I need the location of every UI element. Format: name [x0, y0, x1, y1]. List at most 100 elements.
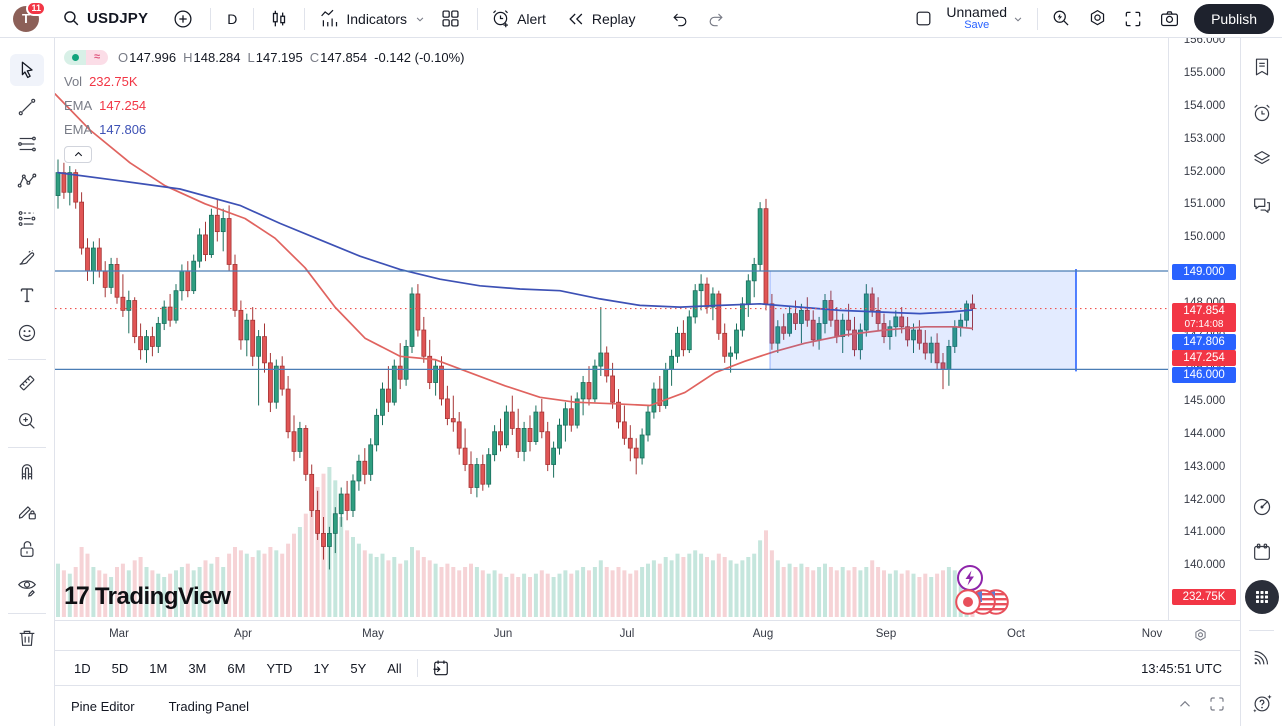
economic-calendar-button[interactable]: [1245, 536, 1279, 568]
indicator-templates-button[interactable]: [435, 4, 465, 34]
compare-add-symbol-button[interactable]: [168, 4, 198, 34]
market-status-pill[interactable]: ≈: [64, 49, 108, 65]
month-label-jul: Jul: [619, 628, 635, 640]
tab-trading-panel[interactable]: Trading Panel: [168, 698, 250, 714]
lightning-circle[interactable]: [956, 564, 984, 592]
multi-layout-button[interactable]: [908, 4, 938, 34]
quick-search-button[interactable]: [1046, 4, 1076, 34]
settings-button[interactable]: [1082, 4, 1112, 34]
price-axis[interactable]: 156.000 155.000 154.000 153.000 152.000 151.0…: [1168, 38, 1240, 620]
range-button-5y[interactable]: 5Y: [350, 660, 367, 676]
volume-legend[interactable]: Vol 232.75K: [64, 73, 138, 89]
candle: [486, 454, 492, 485]
candle: [787, 313, 792, 334]
layers-icon: [1253, 150, 1270, 165]
drawing-mode-tool[interactable]: [10, 495, 44, 527]
candlestick-chart[interactable]: [55, 38, 1168, 620]
chart-type-button[interactable]: [264, 4, 294, 34]
trend-line-tool[interactable]: [10, 91, 44, 123]
flag-japan[interactable]: [955, 589, 983, 617]
zoom-in-tool[interactable]: [10, 405, 44, 437]
volume-bar: [516, 577, 521, 617]
volume-bar: [669, 560, 674, 617]
tab-pine-editor[interactable]: Pine Editor: [71, 698, 135, 714]
price-tick: 142.000: [1183, 493, 1226, 506]
object-tree-button[interactable]: [1245, 142, 1279, 174]
replay-button[interactable]: Replay: [566, 9, 635, 29]
snapshot-button[interactable]: [1154, 4, 1184, 34]
legend-collapse-button[interactable]: [64, 146, 92, 163]
layout-name-save[interactable]: Unnamed Save: [946, 5, 1007, 31]
interval-button[interactable]: D: [227, 10, 238, 27]
lock-drawings-tool[interactable]: [10, 533, 44, 565]
volume-bar: [126, 570, 131, 617]
emoji-tool[interactable]: [10, 317, 44, 349]
forecast-tool[interactable]: [10, 203, 44, 235]
candle: [197, 234, 203, 262]
chat-button[interactable]: [1245, 189, 1279, 221]
fullscreen-button[interactable]: [1118, 4, 1148, 34]
candle: [368, 444, 374, 475]
range-button-6m[interactable]: 6M: [227, 660, 246, 676]
symbol-name: USDJPY: [87, 10, 149, 27]
symbol-search-button[interactable]: USDJPY: [61, 4, 148, 34]
indicators-button[interactable]: Indicators: [319, 8, 427, 29]
pattern-tool[interactable]: [10, 165, 44, 197]
panel-collapse-button[interactable]: [1176, 695, 1194, 718]
volume-bar: [693, 550, 698, 617]
hide-drawings-tool[interactable]: [10, 570, 44, 602]
layout-name[interactable]: Unnamed: [946, 4, 1008, 21]
panel-maximize-button[interactable]: [1208, 695, 1226, 718]
range-button-all[interactable]: All: [387, 660, 402, 676]
range-button-1m[interactable]: 1M: [149, 660, 168, 676]
chevron-down-icon[interactable]: [413, 12, 427, 26]
range-button-ytd[interactable]: YTD: [266, 660, 293, 676]
time-axis[interactable]: Mar Apr May Jun Jul Aug Sep Oct Nov: [55, 620, 1240, 650]
publish-button[interactable]: Publish: [1194, 3, 1274, 34]
alerts-panel-button[interactable]: [1245, 97, 1279, 129]
fib-retracement-tool[interactable]: [10, 128, 44, 160]
ideas-button[interactable]: [1245, 491, 1279, 523]
apps-menu-button[interactable]: [1244, 580, 1279, 614]
candle: [675, 332, 680, 357]
volume-bar: [604, 567, 609, 617]
ema-slow-legend[interactable]: EMA 147.806: [64, 121, 147, 137]
range-button-5d[interactable]: 5D: [111, 660, 129, 676]
range-button-1d[interactable]: 1D: [74, 660, 91, 676]
range-button-3m[interactable]: 3M: [188, 660, 207, 676]
tradingview-watermark[interactable]: 17 TradingView: [64, 582, 231, 611]
range-button-1y[interactable]: 1Y: [313, 660, 330, 676]
volume-bar: [905, 570, 910, 617]
candle: [421, 329, 427, 357]
goto-date-button[interactable]: [426, 653, 456, 683]
text-tool[interactable]: [10, 279, 44, 311]
ohlc-values[interactable]: O147.996 H148.284 L147.195 C147.854 -0.1…: [118, 49, 465, 65]
price-label-blue: 146.000: [1172, 367, 1236, 383]
volume-bar: [191, 570, 196, 617]
create-alert-button[interactable]: Alert: [490, 8, 546, 29]
axis-settings-button[interactable]: [1192, 627, 1209, 649]
brush-tool[interactable]: [10, 241, 44, 273]
save-link[interactable]: Save: [964, 19, 990, 32]
cursor-tool[interactable]: [10, 54, 44, 86]
candle: [332, 513, 338, 534]
layout-chevron-down-icon[interactable]: [1007, 4, 1029, 34]
help-button[interactable]: [1245, 687, 1279, 719]
clock-utc[interactable]: 13:45:51 UTC: [1141, 660, 1222, 676]
candle: [627, 437, 633, 449]
remove-drawings-tool[interactable]: [10, 622, 44, 654]
watchlist-button[interactable]: [1245, 51, 1279, 83]
candle: [604, 352, 610, 377]
magnet-tool[interactable]: [10, 457, 44, 489]
user-avatar[interactable]: T 11: [13, 0, 46, 32]
redo-button[interactable]: [701, 4, 731, 34]
streams-button[interactable]: [1245, 641, 1279, 673]
ema-fast-legend[interactable]: EMA 147.254: [64, 97, 147, 113]
candle: [155, 323, 161, 347]
volume-bar: [480, 570, 485, 617]
measure-tool[interactable]: [10, 367, 44, 399]
candle: [810, 319, 816, 341]
undo-button[interactable]: [665, 4, 695, 34]
calendar-icon: [1253, 543, 1270, 560]
chart-pane[interactable]: ≈ O147.996 H148.284 L147.195 C147.854 -0…: [55, 38, 1168, 620]
